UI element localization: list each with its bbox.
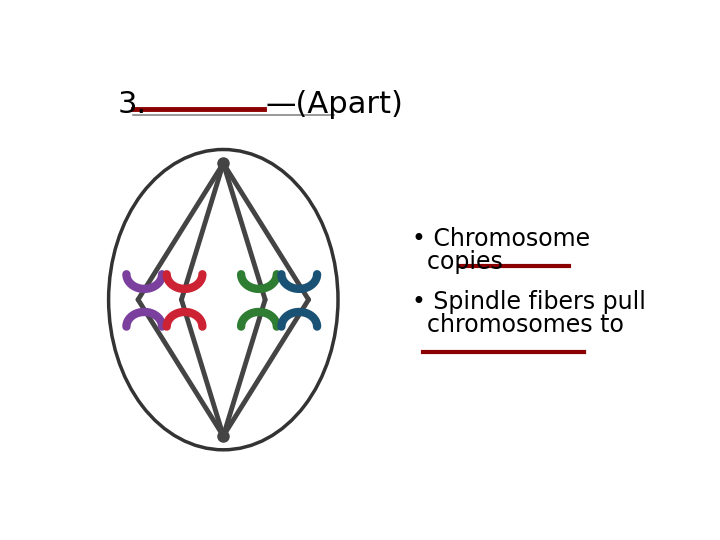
Text: 3.: 3. bbox=[117, 90, 146, 119]
Text: • Chromosome: • Chromosome bbox=[412, 226, 590, 251]
Text: copies: copies bbox=[412, 249, 510, 274]
Text: chromosomes to: chromosomes to bbox=[412, 313, 624, 337]
Text: • Spindle fibers pull: • Spindle fibers pull bbox=[412, 289, 646, 314]
Text: —(Apart): —(Apart) bbox=[265, 90, 403, 119]
